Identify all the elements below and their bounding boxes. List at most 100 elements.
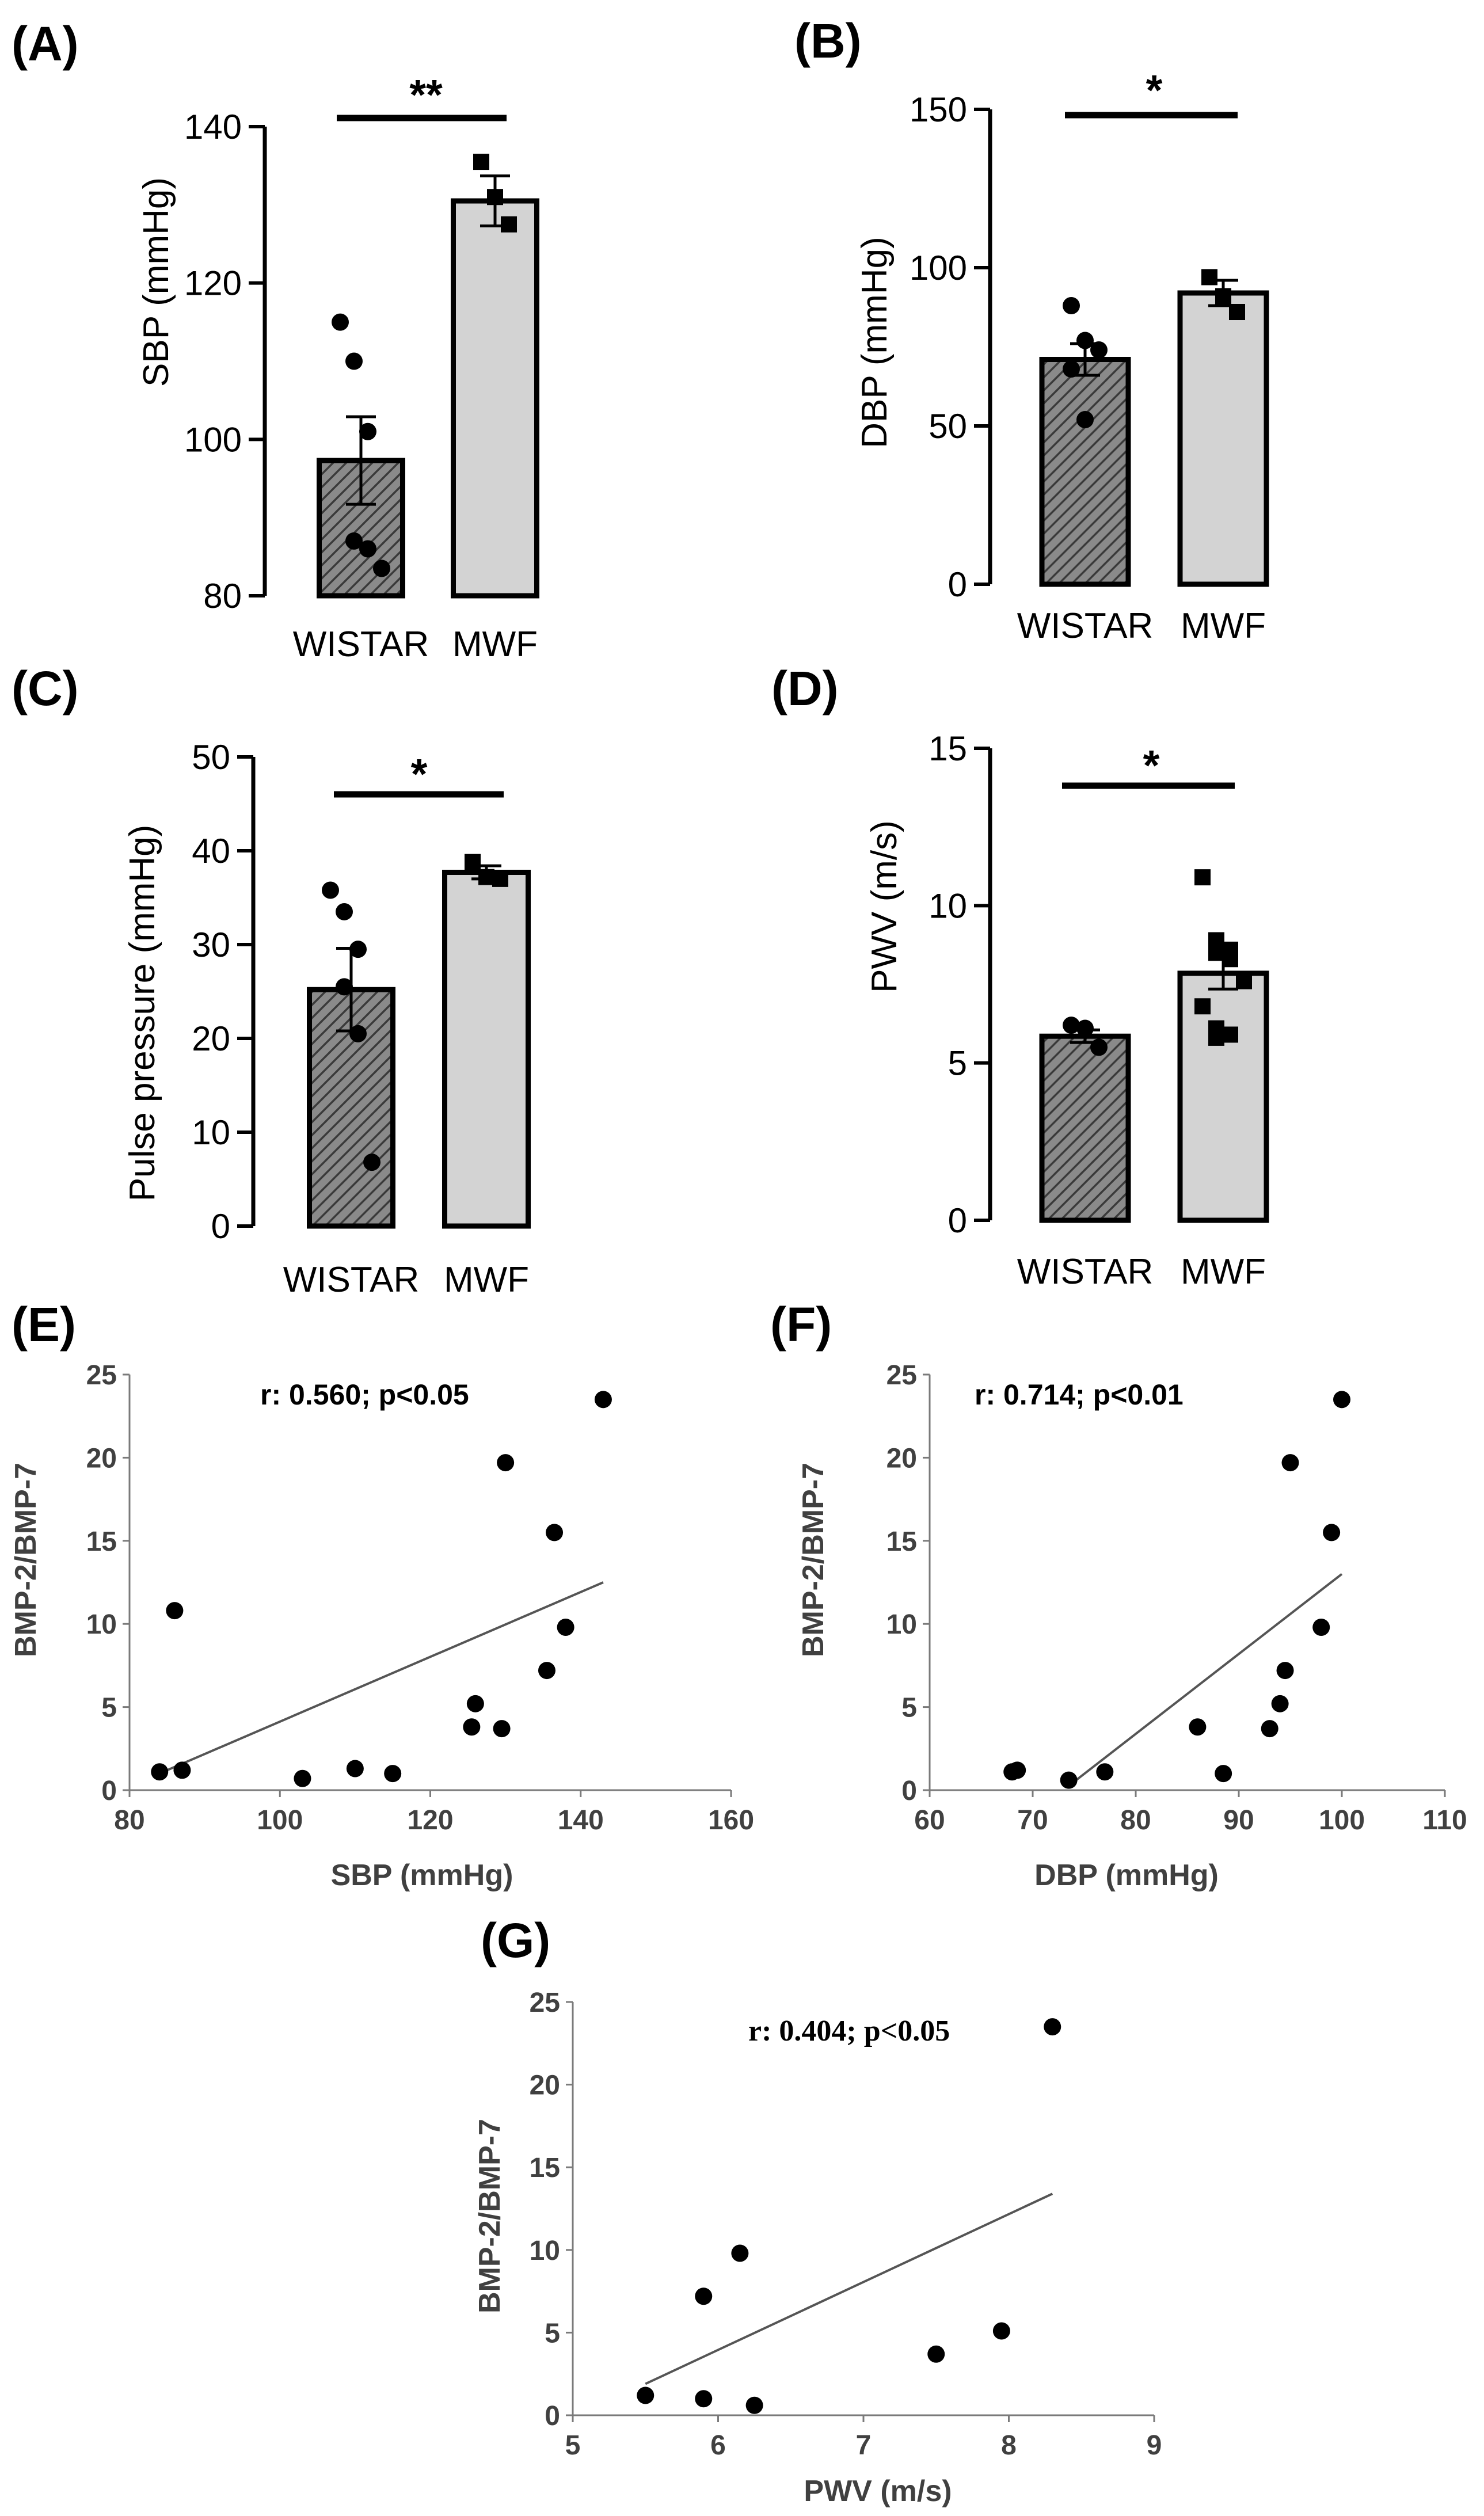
data-point bbox=[1201, 269, 1217, 286]
data-point bbox=[345, 352, 363, 370]
y-tick-label: 15 bbox=[886, 1527, 917, 1557]
data-point bbox=[336, 903, 353, 920]
data-point bbox=[992, 2322, 1010, 2340]
data-point bbox=[637, 2386, 655, 2404]
y-tick-label: 5 bbox=[545, 2318, 560, 2348]
x-tick-label: 8 bbox=[1001, 2430, 1017, 2461]
category-label-wistar: WISTAR bbox=[293, 625, 429, 664]
data-point bbox=[1271, 1695, 1289, 1712]
data-point bbox=[1229, 304, 1245, 320]
data-point bbox=[373, 559, 390, 577]
y-tick-label: 10 bbox=[530, 2236, 560, 2266]
data-point bbox=[501, 216, 517, 233]
data-point bbox=[322, 881, 339, 899]
x-tick-label: 70 bbox=[1017, 1805, 1048, 1836]
y-tick-label: 50 bbox=[192, 738, 230, 777]
y-tick-label: 30 bbox=[192, 926, 230, 964]
data-point bbox=[465, 854, 481, 870]
data-point bbox=[1333, 1391, 1350, 1409]
data-point bbox=[359, 422, 376, 440]
data-point bbox=[166, 1602, 184, 1620]
panel-g: (G) BMP-2/BMP-7 PWV (m/s) r: 0.404; p<0.… bbox=[473, 1913, 1162, 2508]
data-point bbox=[1096, 1763, 1114, 1781]
data-point bbox=[1009, 1761, 1026, 1779]
x-axis-label: DBP (mmHg) bbox=[1034, 1859, 1219, 1892]
y-tick-label: 120 bbox=[184, 264, 242, 303]
y-tick-label: 10 bbox=[86, 1609, 117, 1640]
x-tick-label: 100 bbox=[257, 1805, 303, 1836]
data-point bbox=[1063, 1017, 1080, 1034]
scatter-plot-e: 0 5 10 15 20 25 80 100 120 140 160 bbox=[86, 1360, 754, 1836]
data-point bbox=[695, 2390, 713, 2408]
data-point bbox=[349, 1025, 367, 1042]
y-tick-label: 0 bbox=[545, 2401, 560, 2431]
y-axis-label: BMP-2/BMP-7 bbox=[473, 2119, 507, 2313]
x-axis-label: PWV (m/s) bbox=[804, 2475, 952, 2508]
bar-plot-a: 80 100 120 140 bbox=[184, 108, 539, 615]
data-point bbox=[349, 941, 367, 958]
data-point bbox=[463, 1718, 481, 1736]
x-tick-label: 160 bbox=[708, 1805, 754, 1836]
data-point bbox=[927, 2345, 945, 2363]
y-tick-label: 0 bbox=[901, 1776, 917, 1806]
x-axis-label: SBP (mmHg) bbox=[331, 1859, 513, 1892]
data-point bbox=[1063, 360, 1080, 378]
x-tick-label: 6 bbox=[710, 2430, 726, 2461]
y-axis-label: BMP-2/BMP-7 bbox=[9, 1463, 43, 1657]
x-tick-label: 7 bbox=[856, 2430, 872, 2461]
y-tick-label: 0 bbox=[211, 1207, 230, 1246]
panel-label: (B) bbox=[794, 14, 862, 68]
data-point bbox=[594, 1391, 612, 1409]
correlation-annotation: r: 0.714; p<0.01 bbox=[975, 1379, 1184, 1411]
y-tick-label: 25 bbox=[86, 1360, 117, 1391]
data-point bbox=[1276, 1662, 1294, 1680]
category-label-mwf: MWF bbox=[444, 1260, 529, 1300]
y-tick-label: 25 bbox=[530, 1988, 560, 2018]
y-tick-label: 40 bbox=[192, 832, 230, 870]
significance-marker: ** bbox=[409, 71, 443, 119]
x-tick-label: 80 bbox=[1120, 1805, 1151, 1836]
panel-label: (G) bbox=[481, 1913, 550, 1967]
bar-wistar bbox=[1039, 357, 1131, 587]
data-point bbox=[745, 2396, 763, 2414]
data-point bbox=[546, 1524, 564, 1541]
category-label-wistar: WISTAR bbox=[1017, 606, 1154, 646]
y-tick-label: 140 bbox=[184, 108, 242, 146]
data-point bbox=[487, 189, 503, 205]
significance-marker: * bbox=[1143, 741, 1160, 789]
y-tick-label: 100 bbox=[910, 249, 967, 287]
y-tick-label: 50 bbox=[929, 407, 967, 446]
y-tick-label: 10 bbox=[886, 1609, 917, 1640]
y-tick-label: 150 bbox=[910, 90, 967, 129]
data-point bbox=[332, 313, 349, 331]
x-tick-label: 120 bbox=[407, 1805, 453, 1836]
data-point bbox=[1194, 869, 1211, 886]
data-point bbox=[1194, 998, 1211, 1015]
data-point bbox=[538, 1662, 555, 1680]
panel-c: (C) Pulse pressure (mmHg) WISTAR MWF * 0… bbox=[12, 661, 531, 1300]
panel-label: (A) bbox=[12, 17, 79, 71]
data-point bbox=[1208, 945, 1224, 961]
data-point bbox=[492, 870, 508, 887]
data-point bbox=[346, 1760, 364, 1777]
data-point bbox=[1076, 1019, 1094, 1037]
data-point bbox=[294, 1769, 311, 1787]
category-label-mwf: MWF bbox=[452, 625, 538, 664]
significance-marker: * bbox=[1146, 66, 1163, 114]
y-tick-label: 5 bbox=[101, 1693, 117, 1723]
data-point bbox=[151, 1763, 169, 1781]
panel-label: (C) bbox=[12, 661, 79, 715]
data-point bbox=[1215, 1765, 1232, 1783]
data-point bbox=[497, 1454, 515, 1472]
panel-f: (F) BMP-2/BMP-7 DBP (mmHg) r: 0.714; p<0… bbox=[770, 1297, 1467, 1892]
x-tick-label: 90 bbox=[1223, 1805, 1254, 1836]
data-point bbox=[1215, 288, 1231, 304]
data-point bbox=[336, 978, 353, 996]
y-tick-label: 15 bbox=[530, 2153, 560, 2183]
x-tick-label: 60 bbox=[914, 1805, 945, 1836]
x-tick-label: 110 bbox=[1422, 1805, 1467, 1836]
data-point bbox=[695, 2287, 713, 2305]
data-point bbox=[1090, 341, 1108, 359]
y-tick-label: 0 bbox=[948, 565, 967, 604]
